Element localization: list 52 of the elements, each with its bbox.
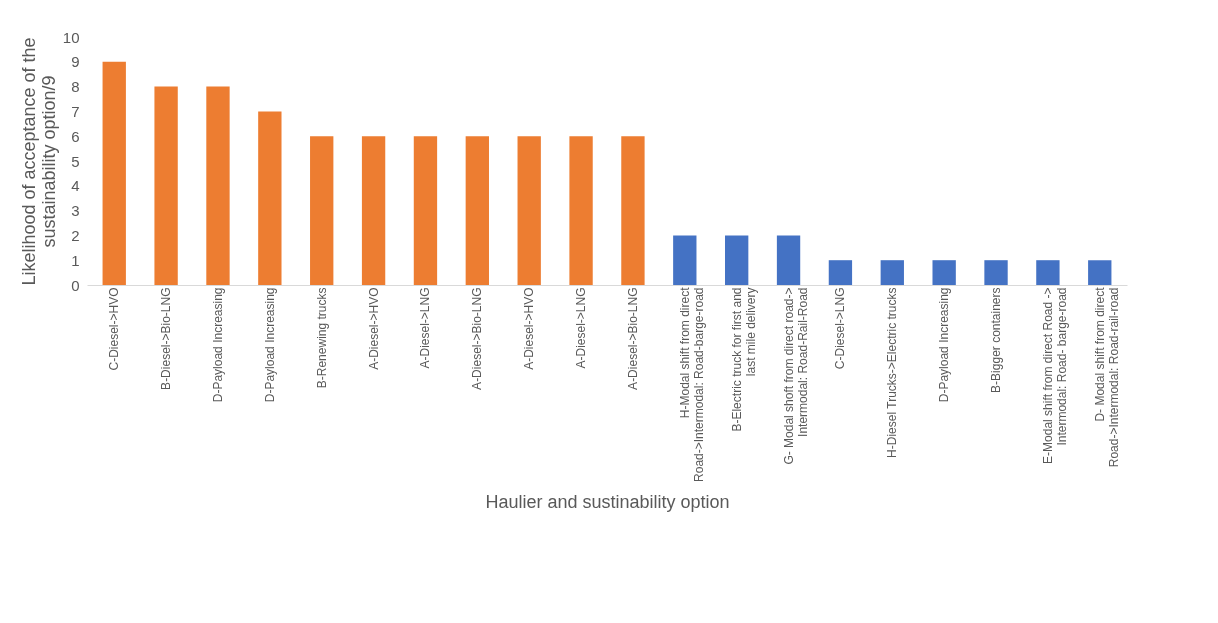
bar xyxy=(206,86,230,285)
y-tick-label: 4 xyxy=(71,177,80,195)
x-tick-label: A-Diesel->LNG xyxy=(418,287,433,369)
x-tick-label: H-Modal shift from direct Road->Intermodal: Road-barge-road xyxy=(677,286,706,482)
bar xyxy=(776,235,801,285)
bar xyxy=(1036,260,1060,285)
bar xyxy=(102,61,126,285)
x-tick-label: B-Electric truck for first and last mile delivery xyxy=(729,287,758,432)
bar xyxy=(258,111,282,285)
y-tick-label: 2 xyxy=(71,226,80,244)
y-tick-label: 0 xyxy=(71,276,80,294)
x-tick-label: D-Payload Increasing xyxy=(210,287,225,403)
y-tick-label: 5 xyxy=(71,152,80,170)
x-axis-title: Haulier and sustinability option xyxy=(485,491,730,512)
x-tick-label: A-Diesel->HVO xyxy=(366,287,381,370)
x-tick-label: A-Diesel->HVO xyxy=(522,287,537,370)
x-tick-label: D- Modal shift from direct Road->Intermodal: Road-rail-road xyxy=(1092,286,1121,468)
bar xyxy=(413,136,438,285)
y-tick-label: 6 xyxy=(71,127,80,145)
bar xyxy=(569,136,593,285)
bar xyxy=(673,235,697,285)
y-tick-label: 1 xyxy=(71,251,80,269)
bar xyxy=(1088,260,1112,285)
bar xyxy=(154,86,178,285)
bar xyxy=(361,136,386,285)
x-tick-label: H-Diesel Trucks->Electric trucks xyxy=(885,287,900,458)
bar xyxy=(828,260,853,285)
x-tick-label: C-Diesel->HVO xyxy=(107,287,122,371)
x-tick-label: C-Diesel->LNG xyxy=(833,287,848,370)
bar xyxy=(725,235,749,285)
bar xyxy=(621,136,645,285)
y-tick-label: 7 xyxy=(71,102,80,120)
x-tick-label: A-Diesel->LNG xyxy=(574,287,589,369)
bar xyxy=(310,136,334,285)
x-tick-label: D-Payload Increasing xyxy=(937,287,952,403)
y-tick-label: 3 xyxy=(71,202,80,220)
x-tick-label: B-Renewing trucks xyxy=(314,287,329,389)
bar xyxy=(984,260,1008,285)
bar xyxy=(932,260,956,285)
bar xyxy=(465,136,489,285)
y-axis-title: Likelihood of acceptance of the sustainability option/9 xyxy=(18,37,59,286)
bar xyxy=(880,260,904,285)
y-tick-label: 9 xyxy=(71,53,80,71)
x-tick-label: A-Diesel->Bio-LNG xyxy=(625,287,640,390)
y-tick-label: 10 xyxy=(62,28,80,46)
x-tick-label: E-Modal shift from direct Road -> Intermodal: Road- barge-road xyxy=(1040,287,1069,464)
x-tick-label: B-Diesel->Bio-LNG xyxy=(159,287,174,390)
y-tick-label: 8 xyxy=(71,78,80,96)
x-tick-label: A-Diesel->Bio-LNG xyxy=(470,287,485,390)
bar xyxy=(517,136,541,285)
x-tick-label: D-Payload Increasing xyxy=(262,287,277,403)
x-tick-label: B-Bigger containers xyxy=(989,287,1004,393)
